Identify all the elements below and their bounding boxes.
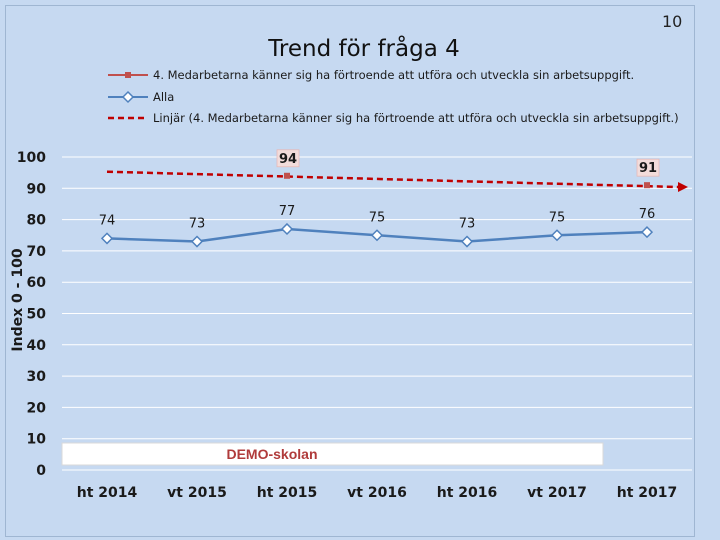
series-alla-label-4: 73 (459, 217, 476, 232)
series-alla-label-0: 74 (99, 213, 116, 228)
series-school-label-box-6 (636, 158, 660, 177)
chart-title: Trend för fråga 4 (267, 34, 459, 62)
legend-label-trendline: Linjär (4. Medarbetarna känner sig ha fö… (153, 111, 679, 125)
legend-item-trendline: Linjär (4. Medarbetarna känner sig ha fö… (108, 111, 679, 125)
series-alla: 74 73 77 75 73 75 76 (99, 204, 656, 248)
school-label-box (61, 442, 604, 466)
series-school-point-6 (644, 182, 650, 189)
y-tick-60: 60 (27, 275, 47, 291)
legend-marker-alla (121, 90, 135, 104)
series-alla-point-3 (370, 229, 384, 242)
y-tick-30: 30 (27, 369, 47, 385)
series-alla-label-2: 77 (279, 204, 296, 219)
series-alla-label-6: 76 (639, 207, 656, 222)
trendline-line (106, 170, 681, 189)
series-alla-point-6 (640, 226, 654, 239)
legend-label-alla: Alla (153, 90, 174, 104)
slide-frame (5, 5, 695, 537)
series-school-point-2 (284, 172, 290, 179)
series-school: 94 91 (276, 149, 660, 189)
y-tick-20: 20 (27, 400, 47, 416)
series-alla-label-1: 73 (189, 217, 206, 232)
y-tick-40: 40 (27, 338, 47, 354)
trendline (106, 170, 688, 193)
y-tick-100: 100 (17, 150, 46, 166)
x-tick-vt-2015: vt 2015 (167, 485, 227, 501)
x-tick-vt-2016: vt 2016 (347, 485, 407, 501)
series-school-label-2: 94 (279, 152, 297, 167)
legend: 4. Medarbetarna känner sig ha förtroende… (108, 68, 679, 125)
x-tick-ht-2015: ht 2015 (257, 485, 318, 501)
series-alla-point-0 (100, 232, 114, 245)
legend-marker-school (125, 72, 131, 78)
series-alla-point-2 (280, 222, 294, 236)
x-tick-vt-2017: vt 2017 (527, 485, 587, 501)
y-axis-label: Index 0 - 100 (10, 248, 26, 351)
gridlines (62, 156, 692, 471)
series-alla-label-5: 75 (549, 210, 566, 225)
series-school-label-6: 91 (639, 161, 657, 176)
y-tick-labels: 0 10 20 30 40 50 60 70 80 90 100 (17, 150, 46, 479)
legend-item-school: 4. Medarbetarna känner sig ha förtroende… (108, 68, 634, 82)
series-alla-point-5 (550, 229, 564, 242)
y-tick-0: 0 (36, 463, 46, 479)
legend-item-alla: Alla (108, 90, 174, 104)
series-alla-point-1 (190, 235, 204, 248)
x-tick-ht-2016: ht 2016 (437, 485, 498, 501)
series-school-label-box-2 (276, 149, 300, 168)
legend-label-school: 4. Medarbetarna känner sig ha förtroende… (153, 68, 634, 82)
y-tick-80: 80 (27, 213, 47, 229)
y-tick-70: 70 (27, 244, 47, 260)
y-tick-10: 10 (27, 432, 47, 448)
x-tick-labels: ht 2014 vt 2015 ht 2015 vt 2016 ht 2016 vt 20… (77, 485, 678, 501)
y-tick-90: 90 (27, 181, 47, 197)
y-tick-50: 50 (27, 307, 47, 323)
series-alla-label-3: 75 (369, 210, 386, 225)
page-number: 10 (662, 12, 683, 31)
school-label: DEMO-skolan (226, 446, 317, 462)
x-tick-ht-2014: ht 2014 (77, 485, 138, 501)
series-alla-point-4 (460, 235, 474, 248)
trendline-arrowhead (678, 182, 688, 193)
x-tick-ht-2017: ht 2017 (617, 485, 678, 501)
